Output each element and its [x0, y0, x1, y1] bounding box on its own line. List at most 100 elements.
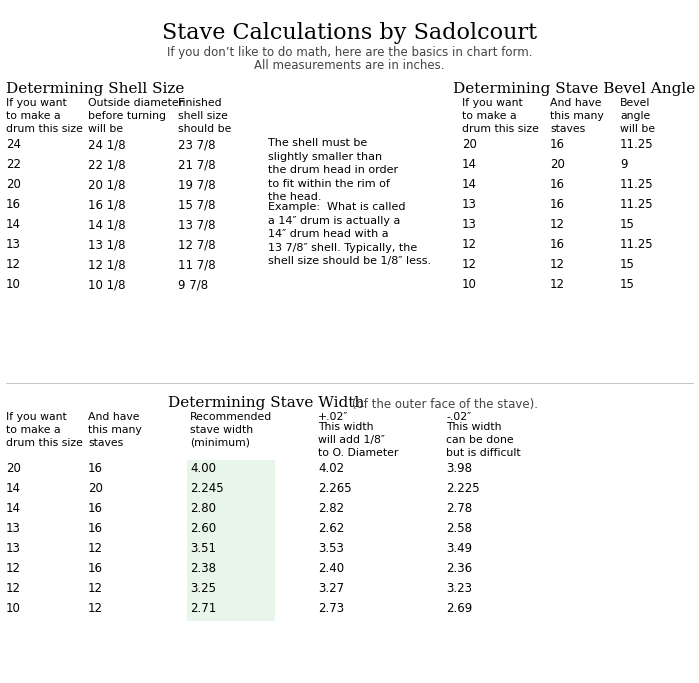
Text: 16: 16	[88, 502, 103, 515]
Text: 2.62: 2.62	[318, 522, 344, 535]
Text: 12: 12	[462, 258, 477, 271]
Text: 13 1/8: 13 1/8	[88, 238, 126, 251]
Text: 11 7/8: 11 7/8	[178, 258, 215, 271]
Text: 13: 13	[462, 198, 477, 211]
Text: Determining Stave Width: Determining Stave Width	[168, 396, 364, 410]
Text: 10: 10	[6, 602, 21, 615]
Text: 12: 12	[6, 582, 21, 595]
Text: 20 1/8: 20 1/8	[88, 178, 126, 191]
Text: 13: 13	[6, 522, 21, 535]
Text: 12: 12	[88, 602, 103, 615]
Text: 13: 13	[462, 218, 477, 231]
Text: 12 1/8: 12 1/8	[88, 258, 126, 271]
Text: 16 1/8: 16 1/8	[88, 198, 126, 211]
Text: 11.25: 11.25	[620, 198, 654, 211]
Text: If you don’t like to do math, here are the basics in chart form.: If you don’t like to do math, here are t…	[167, 46, 532, 59]
Text: 3.49: 3.49	[446, 542, 472, 555]
Text: 13: 13	[6, 542, 21, 555]
Text: 14: 14	[462, 178, 477, 191]
Bar	[187, 500, 275, 521]
Text: 15 7/8: 15 7/8	[178, 198, 215, 211]
Text: 13 7/8: 13 7/8	[178, 218, 215, 231]
Bar	[187, 580, 275, 601]
Bar	[187, 600, 275, 621]
Text: Finished
shell size
should be: Finished shell size should be	[178, 98, 231, 134]
Text: 2.40: 2.40	[318, 562, 344, 575]
Text: 22: 22	[6, 158, 21, 171]
Text: 3.25: 3.25	[190, 582, 216, 595]
Text: 14 1/8: 14 1/8	[88, 218, 126, 231]
Text: 16: 16	[550, 238, 565, 251]
Text: 9 7/8: 9 7/8	[178, 278, 208, 291]
Text: 14: 14	[6, 482, 21, 495]
Text: If you want
to make a
drum this size: If you want to make a drum this size	[462, 98, 539, 134]
Text: 10 1/8: 10 1/8	[88, 278, 126, 291]
Text: 16: 16	[88, 562, 103, 575]
Text: 3.53: 3.53	[318, 542, 344, 555]
Text: 15: 15	[620, 278, 635, 291]
Text: 2.78: 2.78	[446, 502, 472, 515]
Text: If you want
to make a
drum this size: If you want to make a drum this size	[6, 98, 83, 134]
Text: 20: 20	[88, 482, 103, 495]
Text: 19 7/8: 19 7/8	[178, 178, 215, 191]
Text: 16: 16	[550, 138, 565, 151]
Text: 2.71: 2.71	[190, 602, 216, 615]
Text: 2.245: 2.245	[190, 482, 224, 495]
Text: Outside diameter
before turning
will be: Outside diameter before turning will be	[88, 98, 183, 134]
Text: 11.25: 11.25	[620, 178, 654, 191]
Text: 9: 9	[620, 158, 628, 171]
Text: 16: 16	[88, 462, 103, 475]
Text: 2.73: 2.73	[318, 602, 344, 615]
Text: 12: 12	[6, 258, 21, 271]
Text: 22 1/8: 22 1/8	[88, 158, 126, 171]
Text: Determining Shell Size: Determining Shell Size	[6, 82, 185, 96]
Text: 16: 16	[88, 522, 103, 535]
Text: 3.27: 3.27	[318, 582, 344, 595]
Text: 4.00: 4.00	[190, 462, 216, 475]
Text: 15: 15	[620, 218, 635, 231]
Text: 12 7/8: 12 7/8	[178, 238, 215, 251]
Text: Stave Calculations by Sadolcourt: Stave Calculations by Sadolcourt	[162, 22, 537, 44]
Text: 21 7/8: 21 7/8	[178, 158, 215, 171]
Bar	[187, 560, 275, 581]
Text: 13: 13	[6, 238, 21, 251]
Text: (of the outer face of the stave).: (of the outer face of the stave).	[352, 398, 538, 411]
Text: 15: 15	[620, 258, 635, 271]
Text: +.02″: +.02″	[318, 412, 349, 422]
Text: Example:  What is called
a 14″ drum is actually a
14″ drum head with a
13 7/8″ s: Example: What is called a 14″ drum is ac…	[268, 202, 431, 266]
Text: 2.36: 2.36	[446, 562, 472, 575]
Text: 23 7/8: 23 7/8	[178, 138, 215, 151]
Text: 2.80: 2.80	[190, 502, 216, 515]
Text: 3.51: 3.51	[190, 542, 216, 555]
Text: 3.98: 3.98	[446, 462, 472, 475]
Text: 12: 12	[462, 238, 477, 251]
Text: 24 1/8: 24 1/8	[88, 138, 126, 151]
Text: The shell must be
slightly smaller than
the drum head in order
to fit within the: The shell must be slightly smaller than …	[268, 138, 398, 202]
Text: 2.58: 2.58	[446, 522, 472, 535]
Text: 2.38: 2.38	[190, 562, 216, 575]
Text: 20: 20	[6, 462, 21, 475]
Text: This width
will add 1/8″
to O. Diameter: This width will add 1/8″ to O. Diameter	[318, 422, 398, 458]
Text: Determining Stave Bevel Angle: Determining Stave Bevel Angle	[453, 82, 695, 96]
Text: This width
can be done
but is difficult: This width can be done but is difficult	[446, 422, 521, 458]
Text: Recommended
stave width
(minimum): Recommended stave width (minimum)	[190, 412, 272, 447]
Text: If you want
to make a
drum this size: If you want to make a drum this size	[6, 412, 83, 447]
Text: 20: 20	[550, 158, 565, 171]
Text: And have
this many
staves: And have this many staves	[550, 98, 604, 134]
Text: 16: 16	[6, 198, 21, 211]
Text: 20: 20	[462, 138, 477, 151]
Bar	[187, 460, 275, 481]
Text: 2.82: 2.82	[318, 502, 344, 515]
Text: 2.265: 2.265	[318, 482, 352, 495]
Text: 12: 12	[88, 542, 103, 555]
Text: -.02″: -.02″	[446, 412, 471, 422]
Text: 11.25: 11.25	[620, 138, 654, 151]
Text: 10: 10	[462, 278, 477, 291]
Text: And have
this many
staves: And have this many staves	[88, 412, 142, 447]
Text: 2.60: 2.60	[190, 522, 216, 535]
Text: 16: 16	[550, 178, 565, 191]
Text: Bevel
angle
will be: Bevel angle will be	[620, 98, 655, 134]
Text: 14: 14	[462, 158, 477, 171]
Bar	[187, 540, 275, 561]
Text: 12: 12	[6, 562, 21, 575]
